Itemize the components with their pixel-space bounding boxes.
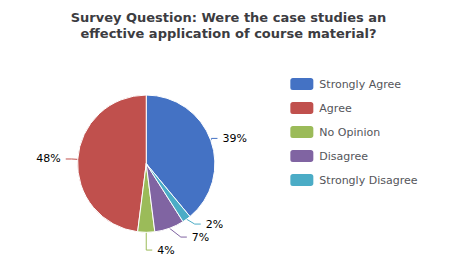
svg-text:2%: 2% bbox=[206, 218, 223, 231]
svg-text:Strongly Agree: Strongly Agree bbox=[319, 78, 401, 91]
svg-text:39%: 39% bbox=[222, 132, 246, 145]
svg-text:Survey Question: Were the case: Survey Question: Were the case studies a… bbox=[71, 10, 387, 25]
svg-text:4%: 4% bbox=[157, 244, 174, 257]
svg-text:Agree: Agree bbox=[319, 102, 352, 115]
svg-text:48%: 48% bbox=[36, 152, 60, 165]
svg-text:7%: 7% bbox=[192, 231, 209, 244]
svg-text:Strongly Disagree: Strongly Disagree bbox=[319, 174, 417, 187]
svg-text:effective application of cours: effective application of course material… bbox=[81, 26, 377, 41]
svg-text:No Opinion: No Opinion bbox=[319, 126, 380, 139]
svg-text:Disagree: Disagree bbox=[319, 150, 368, 163]
